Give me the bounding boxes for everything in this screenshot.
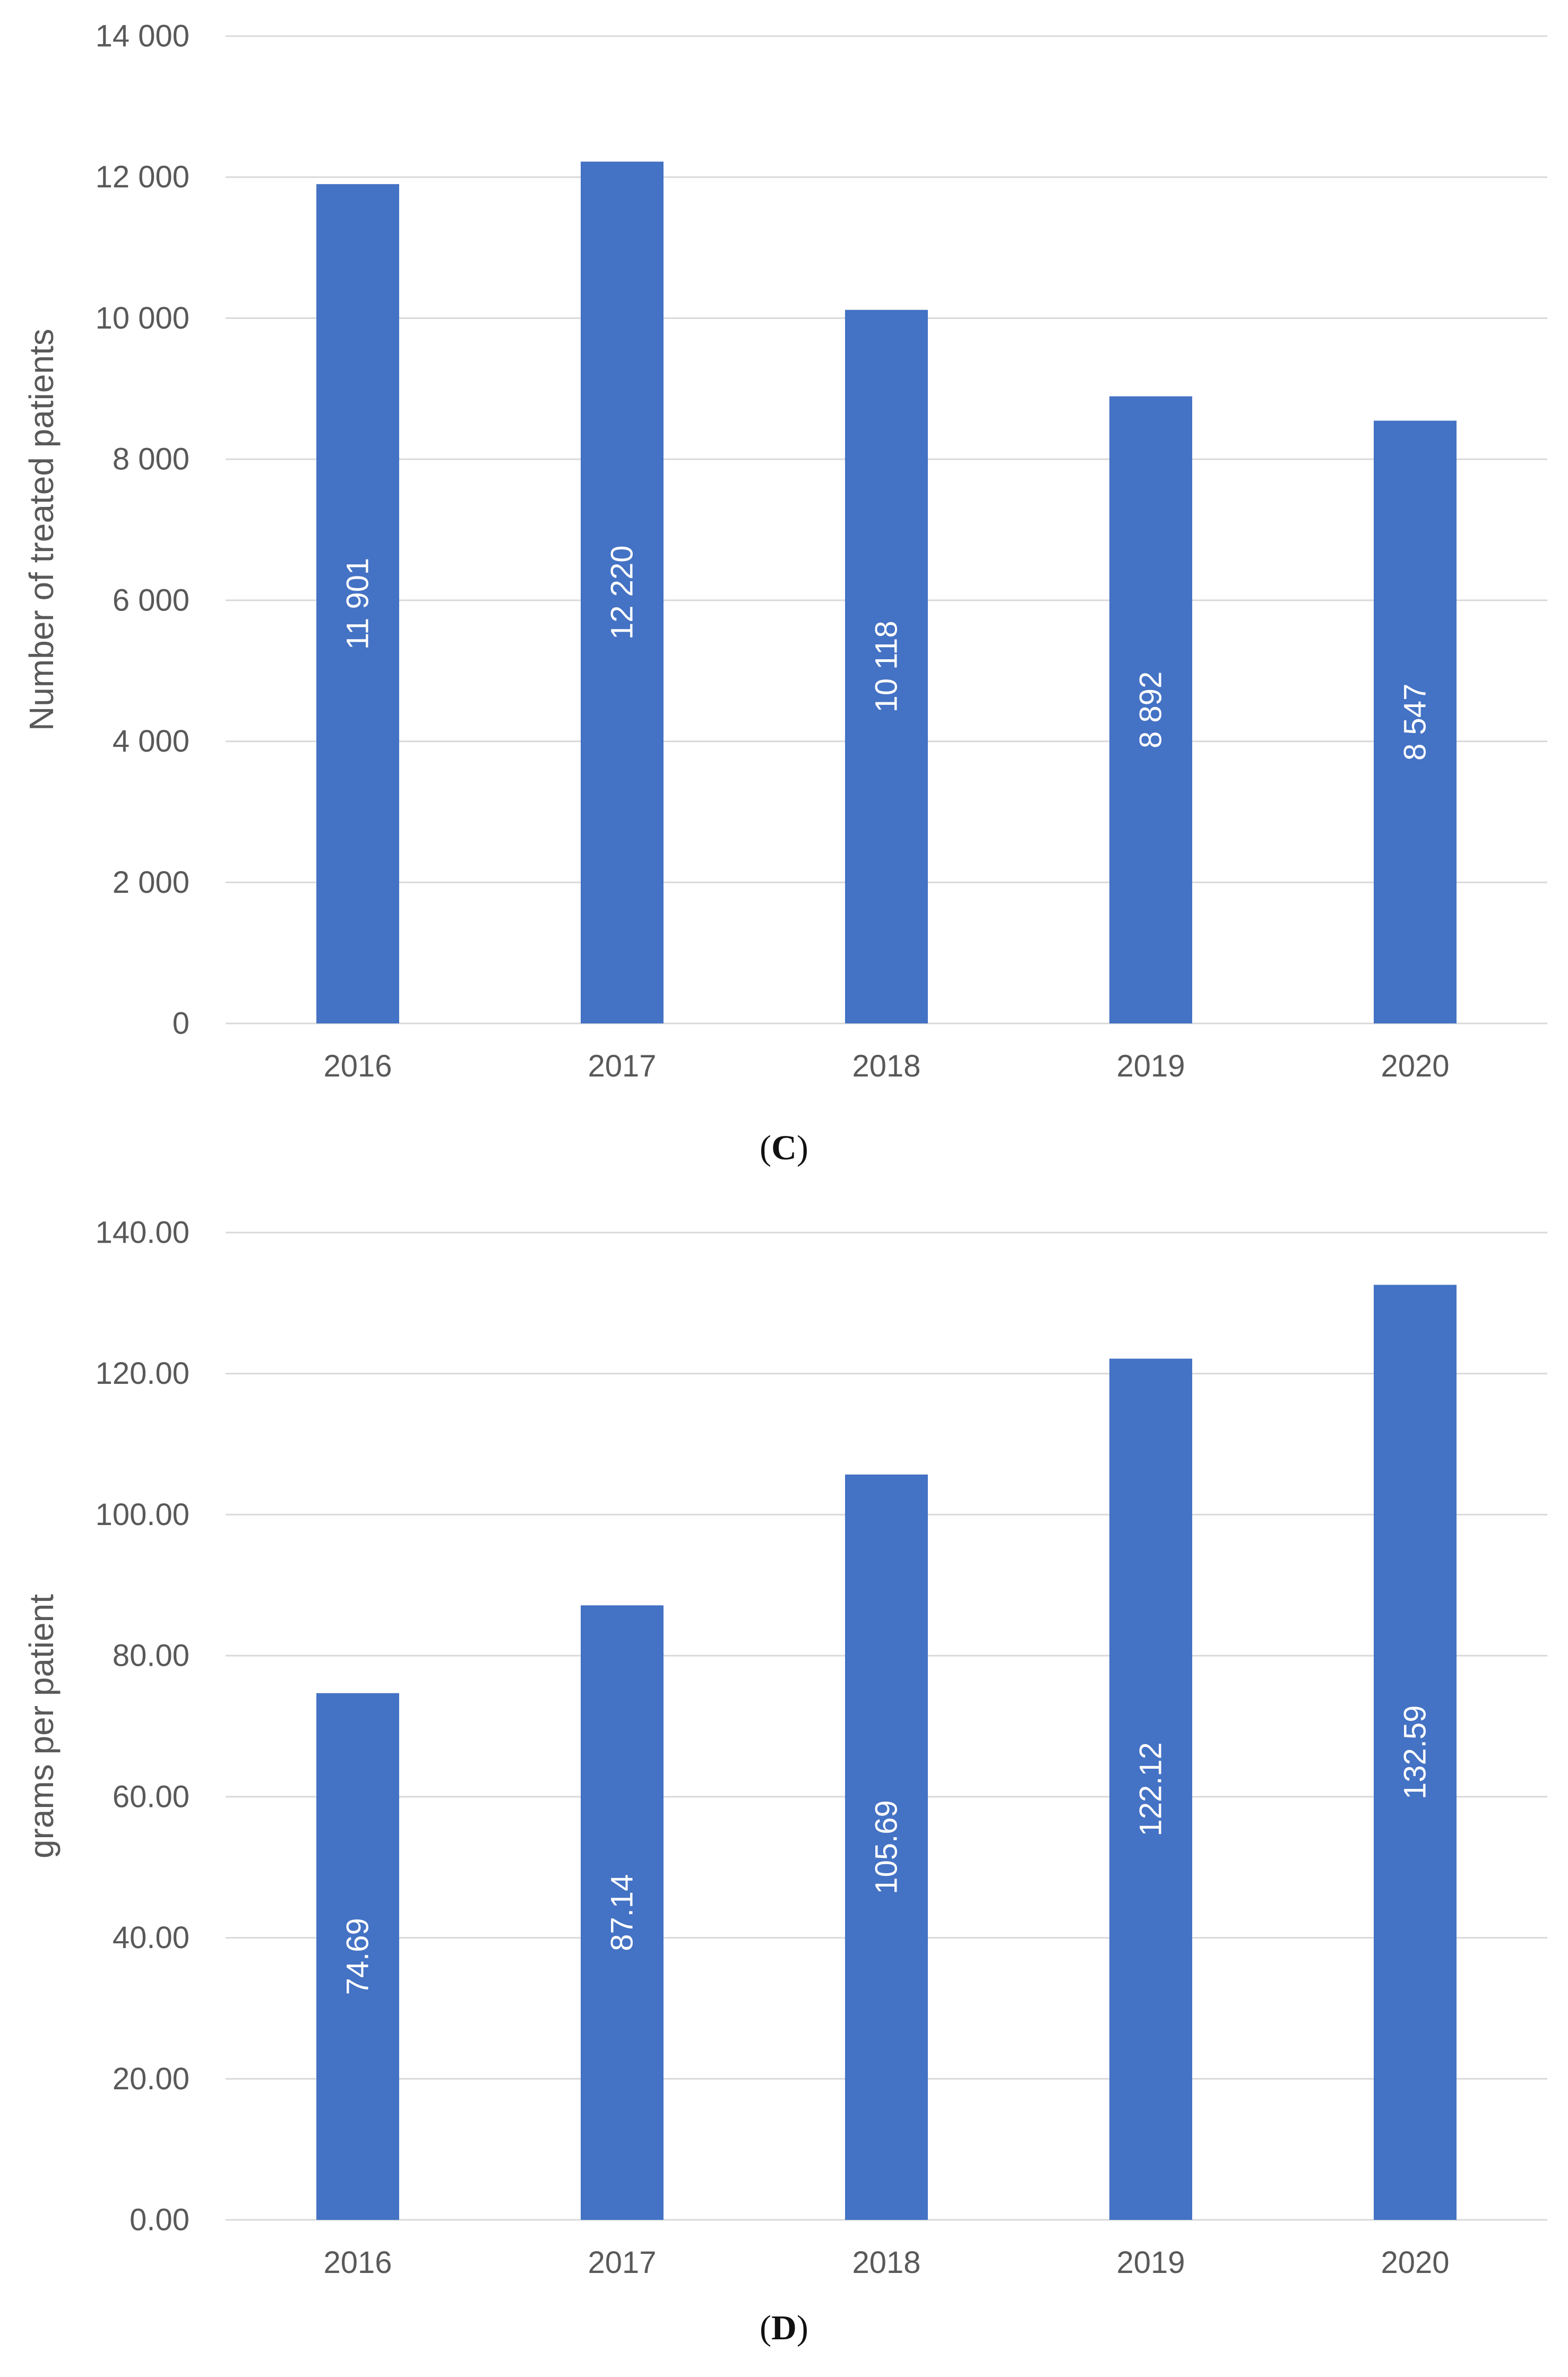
caption-letter: C: [771, 1129, 797, 1167]
data-label: 8 547: [1398, 684, 1433, 761]
y-tick-label: 60.00: [113, 1779, 189, 1814]
x-tick-label: 2020: [1381, 2245, 1449, 2280]
bar: [1109, 1358, 1192, 2220]
data-label: 8 892: [1134, 671, 1168, 748]
bar: [316, 184, 399, 1023]
y-axis-title: grams per patient: [22, 1594, 61, 1858]
y-tick-label: 100.00: [96, 1497, 189, 1532]
bar: [845, 1474, 928, 2220]
chart-c: 0 2 000 4 000 6 000 8 000 10 000 12 000 14 000 N…: [22, 19, 1547, 1083]
x-tick-label: 2016: [323, 2245, 392, 2280]
y-tick-label: 80.00: [113, 1639, 189, 1673]
y-tick-label: 140.00: [96, 1216, 189, 1250]
data-label: 11 901: [341, 558, 375, 650]
bar: [845, 309, 928, 1023]
y-tick-label: 4 000: [113, 724, 189, 759]
data-label: 10 118: [869, 621, 904, 712]
y-tick-label: 14 000: [96, 19, 189, 54]
chart-d: 0.00 20.00 40.00 60.00 80.00 100.00 120.00 140.…: [22, 1216, 1547, 2280]
x-tick-label: 2020: [1381, 1049, 1449, 1083]
data-label: 74.69: [341, 1918, 375, 1995]
y-tick-label: 8 000: [113, 442, 189, 477]
y-tick-label: 10 000: [96, 301, 189, 335]
caption-d: (D): [760, 2309, 808, 2347]
bar: [1109, 396, 1192, 1023]
bar: [581, 1605, 664, 2220]
chart-panel-c: 0 2 000 4 000 6 000 8 000 10 000 12 000 14 000 N…: [0, 0, 1568, 1173]
caption-letter: D: [771, 2309, 797, 2347]
data-label: 105.69: [869, 1800, 904, 1894]
data-label: 12 220: [605, 546, 640, 640]
x-tick-label: 2017: [588, 1049, 656, 1083]
data-label: 87.14: [605, 1874, 640, 1951]
x-tick-label: 2018: [852, 1049, 920, 1083]
bar: [1374, 1285, 1457, 2220]
data-label: 132.59: [1398, 1706, 1433, 1799]
bar: [1374, 420, 1457, 1023]
y-tick-label: 12 000: [96, 160, 189, 194]
x-tick-label: 2019: [1116, 2245, 1185, 2280]
x-tick-label: 2017: [588, 2245, 656, 2280]
chart-panel-d: 0.00 20.00 40.00 60.00 80.00 100.00 120.00 140.…: [0, 1184, 1568, 2367]
x-tick-label: 2016: [323, 1049, 392, 1083]
y-axis-title: Number of treated patients: [22, 329, 61, 731]
y-tick-label: 0.00: [130, 2203, 189, 2237]
bar: [581, 161, 664, 1023]
y-tick-label: 2 000: [113, 865, 189, 900]
caption-c: (C): [760, 1129, 808, 1167]
y-tick-label: 40.00: [113, 1920, 189, 1955]
x-tick-label: 2019: [1116, 1049, 1185, 1083]
x-tick-label: 2018: [852, 2245, 920, 2280]
y-tick-label: 120.00: [96, 1356, 189, 1391]
y-tick-label: 0: [173, 1006, 189, 1041]
y-tick-label: 6 000: [113, 583, 189, 617]
y-tick-label: 20.00: [113, 2062, 189, 2096]
bar: [316, 1693, 399, 2220]
data-label: 122.12: [1134, 1742, 1168, 1836]
